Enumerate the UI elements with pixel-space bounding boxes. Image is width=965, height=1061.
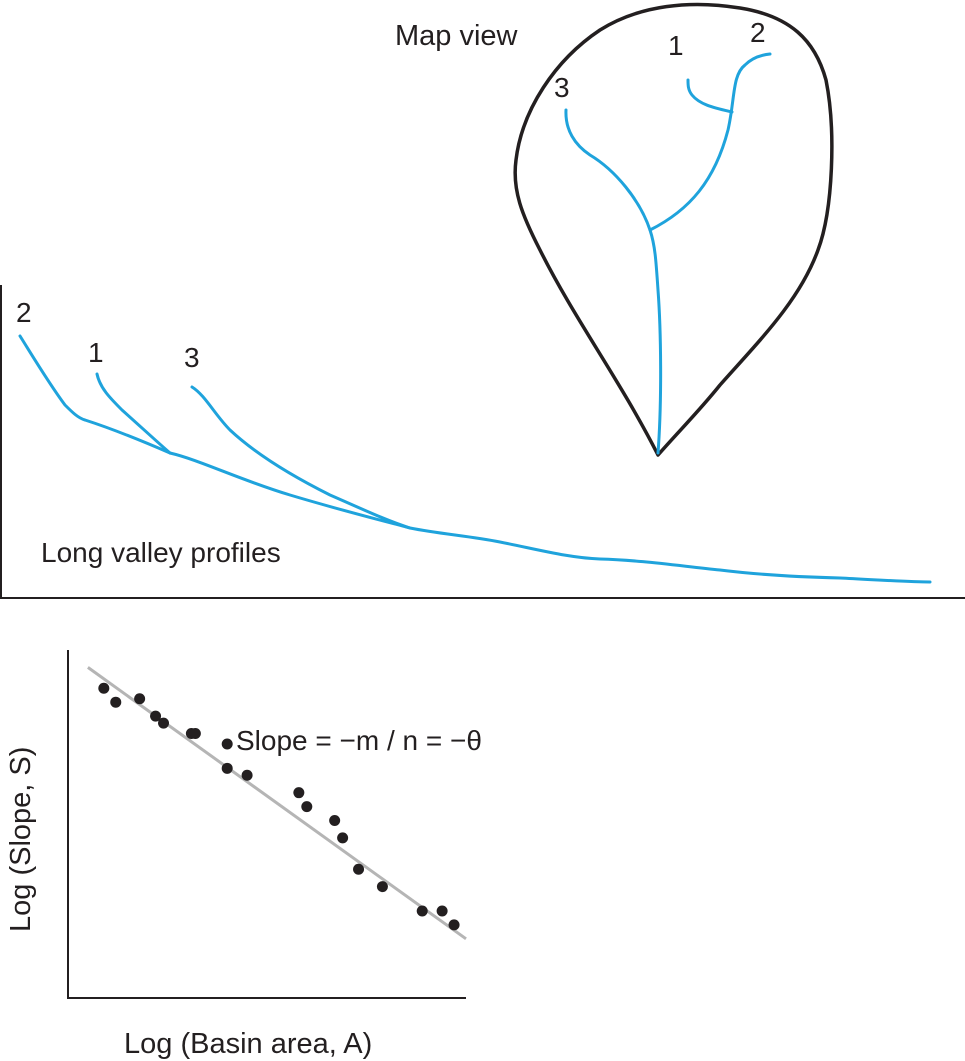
- y-axis-label: Log (Slope, S): [5, 747, 37, 932]
- profile-stream-1: [95, 372, 172, 455]
- chart-axes: [67, 650, 466, 999]
- profile-stream-3: [190, 385, 412, 530]
- data-point: [98, 682, 110, 694]
- data-point: [293, 787, 305, 799]
- data-point: [329, 815, 341, 827]
- profiles-title: Long valley profiles: [41, 537, 281, 568]
- slope-area-chart: Slope = −m / n = −θ Log (Basin area, A) …: [5, 650, 482, 1060]
- map-view-panel: Map view 1 2 3: [395, 2, 834, 457]
- map-stream-1: [686, 78, 734, 114]
- x-axis-label: Log (Basin area, A): [124, 1028, 372, 1060]
- slope-annotation: Slope = −m / n = −θ: [236, 725, 482, 756]
- data-point: [189, 728, 201, 740]
- data-points: [98, 682, 460, 931]
- map-label-1: 1: [668, 30, 684, 61]
- data-point: [241, 769, 253, 781]
- data-point: [353, 863, 365, 875]
- data-point: [158, 717, 170, 729]
- map-stream-3: [564, 108, 652, 232]
- profile-label-3: 3: [184, 342, 200, 373]
- data-point: [301, 801, 313, 813]
- basin-outline: [513, 2, 834, 457]
- data-point: [134, 693, 146, 705]
- data-point: [416, 905, 428, 917]
- data-point: [376, 881, 388, 893]
- data-point: [221, 738, 233, 750]
- data-point: [110, 696, 122, 708]
- map-view-title: Map view: [395, 20, 519, 52]
- map-stream-2: [648, 52, 772, 232]
- map-label-3: 3: [554, 72, 570, 103]
- map-main-channel: [648, 228, 663, 455]
- profile-label-2: 2: [16, 297, 32, 328]
- profiles-panel: 2 1 3 Long valley profiles: [0, 285, 965, 599]
- data-point: [337, 832, 349, 844]
- map-label-2: 2: [750, 17, 766, 48]
- profile-trunk: [168, 451, 932, 584]
- data-point: [436, 905, 448, 917]
- regression-line: [87, 666, 467, 941]
- profile-stream-2: [18, 334, 172, 455]
- data-point: [221, 762, 233, 774]
- profiles-axes: [0, 285, 965, 599]
- data-point: [448, 919, 460, 931]
- data-point: [150, 710, 162, 722]
- profile-label-1: 1: [88, 337, 104, 368]
